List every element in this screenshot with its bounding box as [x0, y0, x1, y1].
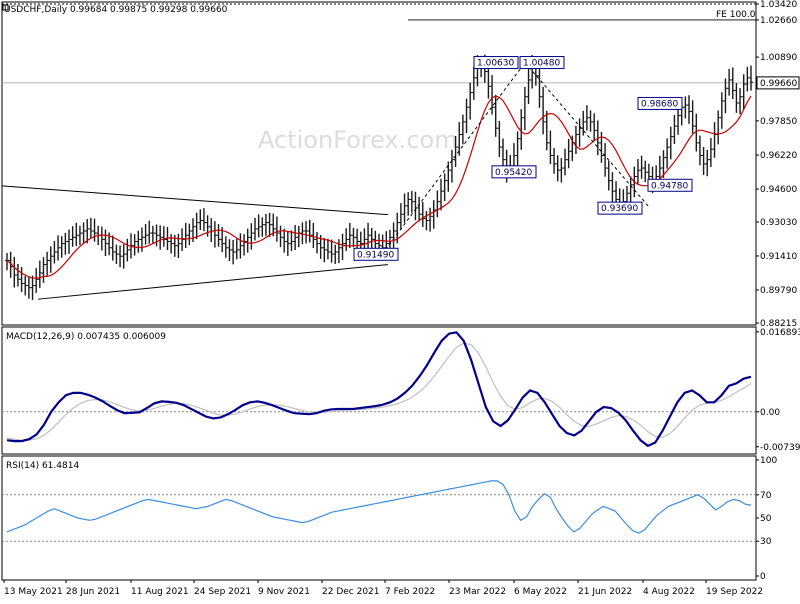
level-annotation-label: 1.00480: [523, 59, 560, 69]
macd-line: [6, 331, 752, 448]
last-price-badge: [756, 76, 800, 90]
price-tick-label: 0.89790: [760, 286, 797, 296]
header-ohlc: USDCHF,Daily 0.99684 0.99875 0.99298 0.9…: [4, 5, 228, 15]
header-collapse-icon: [2, 4, 9, 11]
moving-average-line: [6, 95, 752, 279]
date-tick-label: 22 Dec 2021: [322, 587, 380, 597]
watermark-text: ActionForex.com: [258, 126, 458, 154]
price-tick-label: 0.88215: [760, 319, 797, 329]
macd-label: MACD(12,26,9) 0.007435 0.006009: [6, 332, 166, 342]
price-tick-label: 0.96220: [760, 151, 797, 161]
level-annotation-label: 0.94780: [651, 181, 688, 191]
rsi-line: [6, 480, 752, 534]
price-tick-label: 1.00890: [760, 53, 797, 63]
level-annotation-box: [519, 56, 565, 70]
date-tick-label: 11 Aug 2021: [131, 587, 189, 597]
level-annotation-box: [473, 56, 519, 70]
macd-tick-label: 0.016893: [760, 328, 800, 338]
macd-tick-label: 0.00: [760, 408, 780, 418]
rsi-tick-label: 0: [760, 572, 766, 582]
swing-dashed-up: [381, 62, 526, 255]
rsi-tick-label: 30: [760, 537, 772, 547]
level-annotation-label: 1.00630: [477, 59, 514, 69]
price-tick-label: 0.93030: [760, 218, 797, 228]
price-tick-label: 0.91410: [760, 252, 797, 262]
level-annotation-label: 0.95420: [495, 168, 532, 178]
date-tick-label: 19 Sep 2022: [706, 587, 763, 597]
date-tick-label: 23 Mar 2022: [449, 587, 506, 597]
level-annotation-box: [353, 247, 399, 261]
pane-frame-macd: [1, 326, 757, 455]
swing-dashed-down: [524, 62, 651, 209]
triangle-upper-line: [1, 185, 389, 216]
level-annotation-label: 0.98680: [641, 99, 678, 109]
price-tick-label: 1.03420: [760, 0, 797, 10]
rsi-label: RSI(14) 61.4814: [6, 461, 79, 471]
date-tick-label: 28 Jun 2021: [66, 587, 120, 597]
rsi-tick-label: 100: [760, 456, 777, 466]
macd-tick-label: -0.007393: [760, 443, 800, 453]
date-tick-label: 13 May 2021: [4, 587, 63, 597]
rsi-tick-label: 50: [760, 514, 772, 524]
rsi-tick-label: 70: [760, 491, 772, 501]
level-annotation-box: [647, 178, 693, 192]
level-annotation-box: [491, 165, 537, 179]
fe-label: FE 100.0: [716, 10, 756, 20]
date-tick-label: 21 Jun 2022: [578, 587, 632, 597]
last-price-text: 0.99660: [760, 79, 797, 89]
date-tick-label: 4 Aug 2022: [643, 587, 695, 597]
level-annotation-box: [637, 96, 683, 110]
macd-signal-line: [6, 342, 752, 441]
level-annotation-label: 0.93690: [601, 204, 638, 214]
price-tick-label: 0.94600: [760, 185, 797, 195]
date-tick-label: 6 May 2022: [514, 587, 567, 597]
level-annotation-box: [597, 201, 643, 215]
date-tick-label: 9 Nov 2021: [258, 587, 310, 597]
level-annotation-label: 0.91490: [357, 250, 394, 260]
date-tick-label: 24 Sep 2021: [194, 587, 251, 597]
triangle-lower-line: [37, 264, 389, 300]
price-tick-label: 1.02660: [760, 16, 797, 26]
date-tick-label: 7 Feb 2022: [385, 587, 435, 597]
price-tick-label: 0.97850: [760, 117, 797, 127]
pane-frame-main: [1, 1, 757, 326]
